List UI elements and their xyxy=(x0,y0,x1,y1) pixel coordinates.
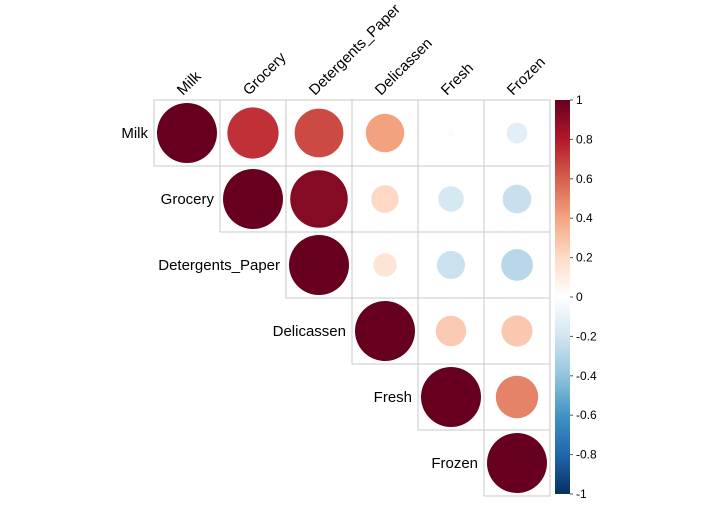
cell-border xyxy=(417,231,485,299)
col-label-delicassen: Delicassen xyxy=(372,35,436,99)
colorbar-ticks: 1 0.8 0.6 0.4 0.2 0 -0.2 -0.4 -0.6 -0.8 -1 xyxy=(570,93,597,501)
cell-border xyxy=(483,231,551,299)
cell-Grocery-Detergents_Paper xyxy=(285,165,353,233)
cell-Milk-Fresh xyxy=(417,99,485,167)
colorbar-tick-label: 0.8 xyxy=(576,132,593,146)
cell-Milk-Delicassen xyxy=(351,99,419,167)
correlation-circle xyxy=(501,315,533,347)
correlation-circle xyxy=(487,433,547,493)
correlation-circle xyxy=(506,122,528,144)
colorbar-tick-label: 0 xyxy=(576,290,583,304)
colorbar-tick-label: 1 xyxy=(576,93,583,107)
colorbar-tick-label: -0.6 xyxy=(576,408,597,422)
correlation-circle xyxy=(435,315,467,347)
correlation-circle xyxy=(227,107,279,159)
correlation-circle xyxy=(501,249,533,281)
cell-Delicassen-Frozen xyxy=(483,297,551,365)
cell-Detergents_Paper-Detergents_Paper xyxy=(285,231,353,299)
colorbar-tick-label: 0.6 xyxy=(576,172,593,186)
row-label-fresh: Fresh xyxy=(374,389,412,406)
col-label-milk: Milk xyxy=(174,68,205,99)
correlation-circle xyxy=(438,186,464,212)
correlation-circle xyxy=(355,301,415,361)
cell-Milk-Milk xyxy=(153,99,221,167)
cell-Frozen-Frozen xyxy=(483,429,551,497)
row-label-grocery: Grocery xyxy=(161,191,215,208)
cell-Detergents_Paper-Frozen xyxy=(483,231,551,299)
correlation-circle xyxy=(373,253,397,277)
cell-Delicassen-Fresh xyxy=(417,297,485,365)
colorbar-tick-label: -0.2 xyxy=(576,329,597,343)
correlation-circle xyxy=(289,235,349,295)
correlation-circle xyxy=(294,108,344,158)
correlation-circle xyxy=(446,128,456,138)
correlation-circle xyxy=(290,170,348,228)
colorbar: 1 0.8 0.6 0.4 0.2 0 -0.2 -0.4 -0.6 -0.8 -1 xyxy=(555,93,597,501)
col-label-frozen: Frozen xyxy=(504,54,549,99)
cell-Grocery-Fresh xyxy=(417,165,485,233)
row-label-milk: Milk xyxy=(121,125,148,142)
cell-Detergents_Paper-Delicassen xyxy=(351,231,419,299)
colorbar-tick-label: -0.8 xyxy=(576,448,597,462)
correlation-circle xyxy=(223,169,283,229)
colorbar-gradient xyxy=(555,100,570,494)
cell-Milk-Grocery xyxy=(219,99,287,167)
row-label-detergents_paper: Detergents_Paper xyxy=(158,257,280,274)
col-label-fresh: Fresh xyxy=(438,60,477,99)
cell-Grocery-Grocery xyxy=(219,165,287,233)
row-label-frozen: Frozen xyxy=(431,455,478,472)
row-label-delicassen: Delicassen xyxy=(273,323,346,340)
col-label-grocery: Grocery xyxy=(240,49,290,99)
cell-Fresh-Frozen xyxy=(483,363,551,431)
cell-Detergents_Paper-Fresh xyxy=(417,231,485,299)
colorbar-tick-label: -0.4 xyxy=(576,369,597,383)
correlation-circle xyxy=(436,250,466,280)
cell-Grocery-Delicassen xyxy=(351,165,419,233)
cell-Milk-Frozen xyxy=(483,99,551,167)
cell-Grocery-Frozen xyxy=(483,165,551,233)
correlation-circle xyxy=(502,184,532,214)
row-labels: Milk Grocery Detergents_Paper Delicassen Fre… xyxy=(121,125,478,472)
colorbar-tick-label: -1 xyxy=(576,487,587,501)
colorbar-tick-label: 0.4 xyxy=(576,211,593,225)
cell-Fresh-Fresh xyxy=(417,363,485,431)
correlation-circle xyxy=(371,185,399,213)
correlation-circle xyxy=(157,103,217,163)
correlation-circle xyxy=(365,113,405,153)
cell-Delicassen-Delicassen xyxy=(351,297,419,365)
colorbar-tick-label: 0.2 xyxy=(576,251,593,265)
correlation-cells xyxy=(153,99,551,497)
correlation-circle xyxy=(421,367,481,427)
correlation-circle xyxy=(495,375,539,419)
cell-Milk-Detergents_Paper xyxy=(285,99,353,167)
